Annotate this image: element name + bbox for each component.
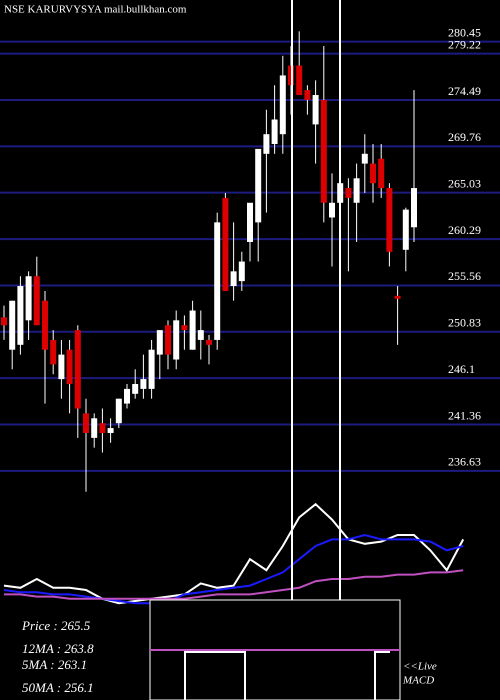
candle-body — [214, 222, 221, 340]
candle-body — [33, 276, 40, 326]
candle-body — [156, 330, 163, 355]
y-tick-label: 255.56 — [448, 269, 481, 283]
info-price: Price : 265.5 — [21, 618, 91, 633]
candle-body — [370, 163, 376, 184]
candle-body — [320, 99, 327, 203]
candle-body — [66, 349, 73, 384]
candle-body — [58, 354, 65, 380]
indicator-line — [3, 533, 464, 605]
candle-body — [263, 134, 270, 154]
candle-body — [238, 261, 245, 282]
candle-body — [230, 271, 237, 287]
info-50ma: 50MA : 256.1 — [22, 680, 94, 695]
candle-body — [74, 330, 81, 409]
candle-body — [361, 153, 368, 164]
candle-body — [255, 148, 262, 223]
candle-body — [115, 398, 122, 424]
candle-body — [386, 188, 393, 252]
candle-body — [345, 188, 352, 198]
y-tick-label: 265.03 — [448, 176, 481, 190]
candle-body — [296, 65, 303, 96]
candle-body — [378, 158, 385, 189]
info-12ma: 12MA : 263.8 — [22, 641, 94, 656]
info-5ma: 5MA : 263.1 — [22, 657, 87, 672]
candle-body — [247, 202, 253, 242]
indicator-line — [4, 569, 464, 600]
y-tick-label: 241.36 — [448, 408, 481, 422]
candle-body — [189, 310, 196, 350]
y-tick-label: 236.63 — [448, 455, 481, 469]
candle-body — [124, 388, 130, 404]
candle-body — [91, 418, 98, 438]
candle-body — [107, 428, 114, 433]
y-tick-label: 260.29 — [448, 223, 481, 237]
candle-body — [329, 202, 335, 218]
candle-body — [279, 75, 286, 135]
y-tick-label: 246.1 — [448, 362, 475, 376]
watermark: NSE KARURVYSYA mail.bullkhan.com — [4, 4, 187, 16]
candle-body — [173, 320, 180, 360]
candle-body — [411, 188, 417, 228]
candle-body — [304, 90, 311, 100]
candle-body — [197, 330, 204, 340]
y-tick-label: 250.83 — [448, 316, 481, 330]
live-label: MACD — [402, 675, 434, 687]
candle-body — [148, 349, 155, 389]
candle-body — [394, 295, 401, 299]
candle-body — [312, 95, 319, 125]
candle-body — [83, 413, 89, 433]
candle-body — [99, 423, 106, 433]
candle-body — [132, 384, 139, 394]
candle-body — [42, 300, 48, 350]
y-tick-label: 269.76 — [448, 130, 481, 144]
candle-body — [402, 209, 409, 250]
candle-body — [1, 317, 7, 326]
candle-body — [181, 325, 188, 331]
macd-box — [149, 599, 401, 700]
candle-body — [140, 379, 147, 389]
candle-body — [17, 286, 24, 345]
live-label: <<Live — [403, 661, 437, 673]
candle-body — [25, 276, 32, 321]
candle-body — [165, 325, 171, 355]
candle-body — [222, 197, 229, 291]
y-tick-label: 274.49 — [448, 84, 481, 98]
candle-body — [9, 300, 16, 350]
candle-body — [50, 339, 57, 365]
candle-body — [271, 119, 278, 144]
y-tick-label: 279.22 — [448, 37, 481, 51]
y-tick-label: 280.45 — [448, 25, 481, 39]
candle-body — [353, 178, 360, 203]
candle-body — [206, 339, 212, 345]
